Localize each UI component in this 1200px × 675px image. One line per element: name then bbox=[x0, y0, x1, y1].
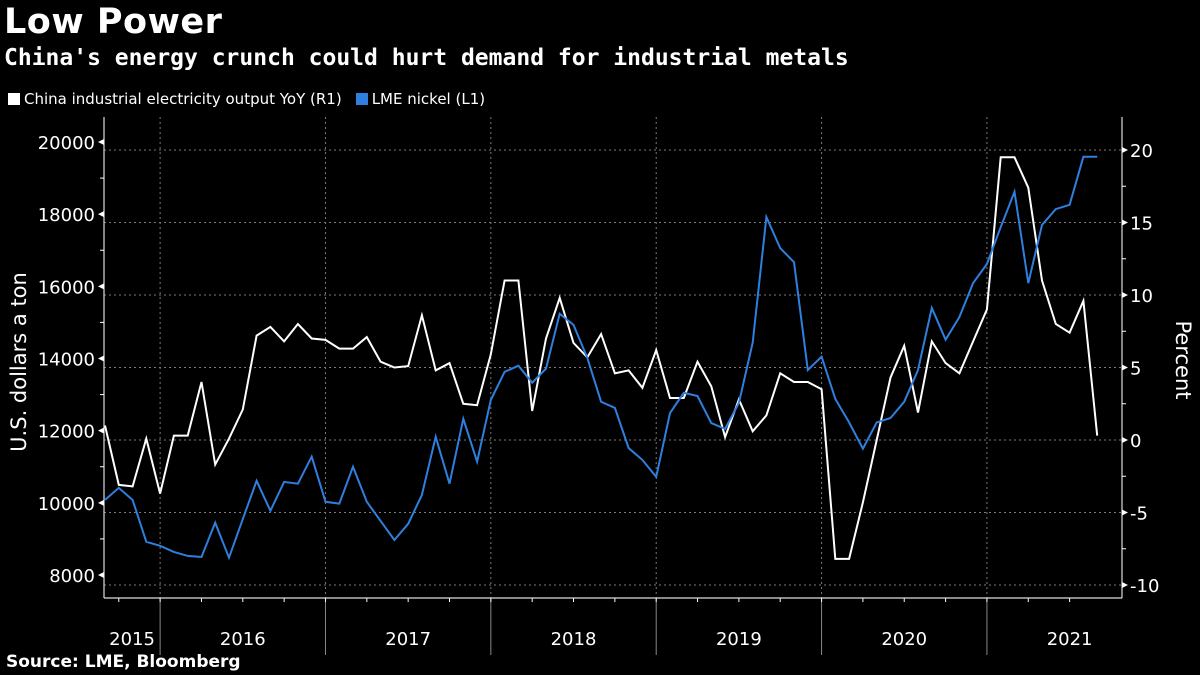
x-tick-label: 2017 bbox=[385, 629, 431, 650]
x-tick-label: 2020 bbox=[881, 629, 927, 650]
grid bbox=[104, 117, 1122, 598]
left-tick-label: 16000 bbox=[38, 277, 95, 298]
series-line-electricity bbox=[104, 156, 1099, 560]
left-tick-marker bbox=[98, 355, 104, 362]
x-tick-label: 2016 bbox=[220, 629, 266, 650]
legend: China industrial electricity output YoY … bbox=[8, 90, 499, 108]
legend-swatch-nickel bbox=[355, 93, 368, 105]
x-tick-label: 2019 bbox=[716, 629, 762, 650]
right-tick-marker bbox=[1122, 147, 1128, 153]
left-tick-marker bbox=[98, 427, 104, 434]
x-tick-label: 2018 bbox=[551, 629, 597, 650]
legend-label-electricity: China industrial electricity output YoY … bbox=[24, 90, 342, 108]
left-tick-label: 8000 bbox=[49, 566, 95, 587]
right-tick-label: -5 bbox=[1130, 504, 1148, 525]
x-tick-label: 2021 bbox=[1047, 629, 1093, 650]
axis-labels: 8000 10000 12000 14000 16000 18000 20000 -10 -5 0… bbox=[7, 133, 1195, 650]
right-tick-label: 15 bbox=[1130, 214, 1153, 235]
left-tick-marker bbox=[98, 139, 104, 145]
legend-swatch-electricity bbox=[8, 93, 20, 105]
source-note: Source: LME, Bloomberg bbox=[6, 652, 241, 672]
left-tick-label: 14000 bbox=[38, 350, 95, 371]
right-tick-label: 5 bbox=[1130, 359, 1141, 380]
left-tick-marker bbox=[98, 211, 104, 218]
right-tick-marker bbox=[1122, 219, 1128, 226]
legend-item-nickel: LME nickel (L1) bbox=[355, 90, 486, 108]
right-tick-label: 20 bbox=[1130, 141, 1153, 162]
series-lines bbox=[104, 155, 1099, 561]
right-axis-title: Percent bbox=[1171, 320, 1195, 399]
right-tick-marker bbox=[1122, 509, 1128, 516]
left-tick-marker bbox=[98, 499, 104, 506]
left-tick-marker bbox=[98, 572, 104, 578]
right-tick-label: -10 bbox=[1130, 576, 1159, 597]
right-tick-marker bbox=[1122, 292, 1128, 298]
left-axis-title: U.S. dollars a ton bbox=[7, 272, 31, 452]
legend-label-nickel: LME nickel (L1) bbox=[371, 90, 486, 108]
chart-subtitle: China's energy crunch could hurt demand … bbox=[4, 45, 849, 71]
right-tick-marker bbox=[1122, 437, 1128, 443]
axes bbox=[98, 117, 1128, 655]
right-tick-marker bbox=[1122, 364, 1128, 371]
right-tick-label: 0 bbox=[1130, 431, 1141, 452]
series-line-nickel bbox=[104, 155, 1098, 561]
legend-item-electricity: China industrial electricity output YoY … bbox=[8, 90, 342, 108]
left-tick-label: 10000 bbox=[38, 494, 95, 515]
left-tick-label: 18000 bbox=[38, 205, 95, 226]
left-tick-label: 20000 bbox=[38, 133, 95, 154]
x-tick-label: 2015 bbox=[109, 629, 155, 650]
right-tick-marker bbox=[1122, 582, 1128, 588]
left-tick-marker bbox=[98, 283, 104, 290]
right-tick-label: 10 bbox=[1130, 286, 1153, 307]
chart-title: Low Power bbox=[4, 2, 223, 42]
left-tick-label: 12000 bbox=[38, 422, 95, 443]
